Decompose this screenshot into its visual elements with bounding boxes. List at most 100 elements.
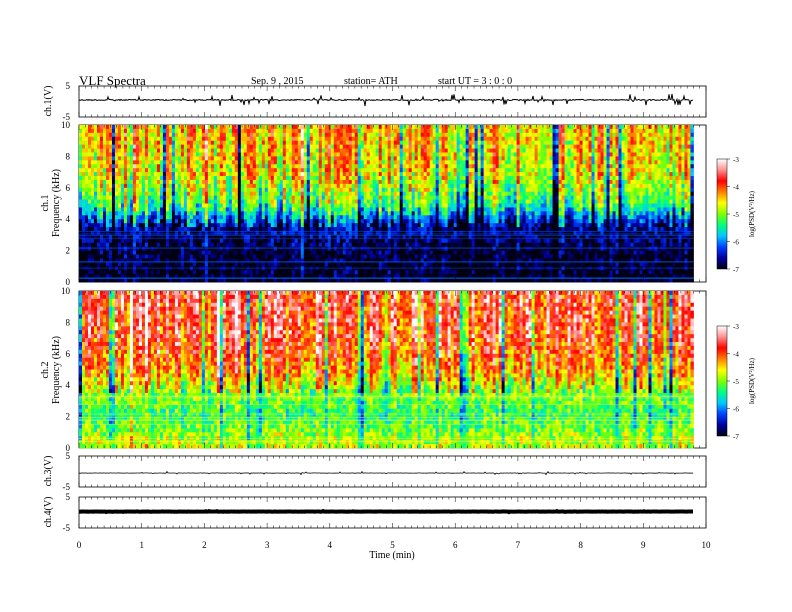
spectrogram-cell <box>444 234 449 240</box>
spectrogram-cell <box>243 246 248 252</box>
spectrogram-cell <box>198 195 203 200</box>
spectrogram-cell <box>411 152 416 157</box>
spectrogram-cell <box>426 207 431 212</box>
spectrogram-cell <box>267 125 272 130</box>
spectrogram-cell <box>339 211 344 216</box>
spectrogram-cell <box>108 207 113 212</box>
spectrogram-cell <box>405 242 410 248</box>
spectrogram-cell <box>435 179 440 185</box>
spectrogram-cell <box>222 152 227 157</box>
spectrogram-cell <box>435 128 440 134</box>
spectrogram-cell <box>228 168 233 173</box>
spectrogram-cell <box>408 223 413 228</box>
spectrogram-cell <box>300 207 305 212</box>
spectrogram-cell <box>102 152 107 157</box>
spectrogram-cell <box>294 274 299 279</box>
spectrogram-cell <box>327 242 332 248</box>
spectrogram-cell <box>135 195 140 200</box>
spectrogram-cell <box>219 250 224 255</box>
spectrogram-cell <box>420 183 425 189</box>
spectrogram-cell <box>318 227 323 232</box>
spectrogram-cell <box>426 195 431 200</box>
spectrogram-cell <box>354 125 359 130</box>
spectrogram-cell <box>249 278 254 283</box>
spectrogram-cell <box>141 250 146 255</box>
spectrogram-cell <box>183 238 188 244</box>
spectrogram-cell <box>114 164 119 169</box>
spectrogram-cell <box>177 262 182 267</box>
spectrogram-cell <box>183 156 188 161</box>
spectrogram-cell <box>396 219 401 224</box>
spectrogram-cell <box>270 242 275 248</box>
spectrogram-cell <box>222 246 227 252</box>
spectrogram-cell <box>141 234 146 240</box>
spectrogram-cell <box>156 140 161 146</box>
spectrogram-cell <box>180 183 185 189</box>
spectrogram-cell <box>165 227 170 232</box>
spectrogram-cell <box>237 250 242 255</box>
spectrogram-cell <box>318 179 323 185</box>
spectrogram-cell <box>354 238 359 244</box>
spectrogram-cell <box>159 234 164 240</box>
spectrogram-cell <box>363 227 368 232</box>
spectrogram-cell <box>141 215 146 220</box>
spectrogram-cell <box>222 172 227 177</box>
spectrogram-cell <box>306 140 311 146</box>
spectrogram-cell <box>195 230 200 236</box>
spectrogram-cell <box>144 242 149 248</box>
spectrogram-cell <box>189 152 194 157</box>
spectrogram-cell <box>84 187 89 193</box>
spectrogram-cell <box>192 164 197 169</box>
spectrogram-cell <box>87 164 92 169</box>
spectrogram-cell <box>312 191 317 197</box>
spectrogram-cell <box>210 258 215 263</box>
spectrogram-cell <box>237 262 242 267</box>
spectrogram-cell <box>294 215 299 220</box>
spectrogram-cell <box>129 168 134 173</box>
spectrogram-cell <box>339 246 344 252</box>
spectrogram-cell <box>84 152 89 157</box>
spectrogram-cell <box>294 238 299 244</box>
spectrogram-cell <box>216 199 221 204</box>
spectrogram-cell <box>444 250 449 255</box>
spectrogram-cell <box>168 246 173 252</box>
spectrogram-cell <box>366 242 371 248</box>
spectrogram-cell <box>408 183 413 189</box>
spectrogram-cell <box>159 219 164 224</box>
spectrogram-cell <box>339 207 344 212</box>
spectrogram-cell <box>297 132 302 138</box>
spectrogram-cell <box>243 176 248 181</box>
spectrogram-cell <box>198 215 203 220</box>
spectrogram-cell <box>261 191 266 197</box>
spectrogram-cell <box>210 176 215 181</box>
spectrogram-cell <box>234 215 239 220</box>
spectrogram-cell <box>396 266 401 271</box>
spectrogram-cell <box>291 191 296 197</box>
spectrogram-cell <box>333 144 338 149</box>
spectrogram-cell <box>375 219 380 224</box>
spectrogram-cell <box>177 211 182 216</box>
spectrogram-cell <box>384 258 389 263</box>
spectrogram-cell <box>117 262 122 267</box>
spectrogram-cell <box>447 262 452 267</box>
spectrogram-cell <box>303 148 308 153</box>
spectrogram-cell <box>414 207 419 212</box>
spectrogram-cell <box>180 191 185 197</box>
spectrogram-cell <box>225 191 230 197</box>
spectrogram-cell <box>270 223 275 228</box>
spectrogram-cell <box>303 191 308 197</box>
spectrogram-cell <box>210 187 215 193</box>
spectrogram-cell <box>438 254 443 259</box>
spectrogram-cell <box>363 176 368 181</box>
spectrogram-cell <box>315 128 320 134</box>
spectrogram-cell <box>90 128 95 134</box>
spectrogram-cell <box>333 140 338 146</box>
spectrogram-cell <box>99 250 104 255</box>
spectrogram-cell <box>396 223 401 228</box>
spectrogram-cell <box>87 144 92 149</box>
spectrogram-cell <box>270 183 275 189</box>
spectrogram-cell <box>132 227 137 232</box>
spectrogram-cell <box>96 258 101 263</box>
spectrogram-cell <box>375 191 380 197</box>
spectrogram-cell <box>399 144 404 149</box>
